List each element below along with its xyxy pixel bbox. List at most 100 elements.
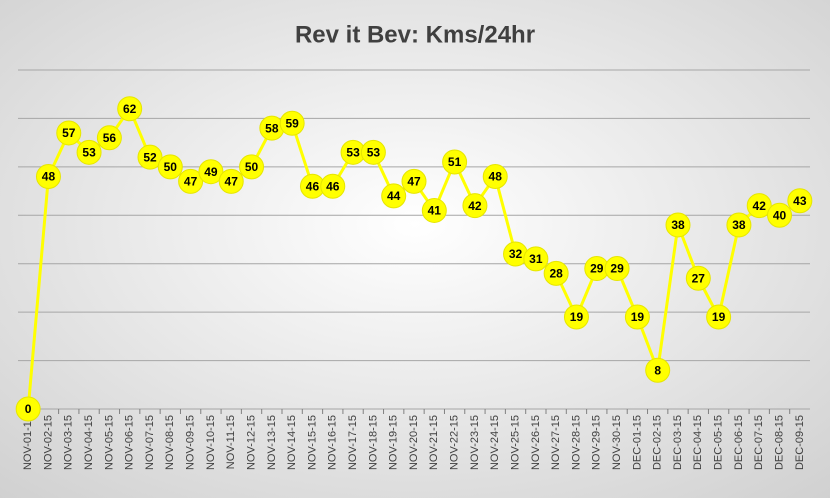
marker xyxy=(563,304,589,330)
data-label: 51 xyxy=(448,155,462,169)
x-tick-label: NOV-08-15 xyxy=(164,415,176,470)
data-label: 46 xyxy=(306,179,320,193)
marker xyxy=(137,144,163,170)
marker xyxy=(482,164,508,190)
marker xyxy=(665,212,691,238)
marker xyxy=(157,154,183,180)
x-tick-label: NOV-30-15 xyxy=(611,415,623,470)
x-tick-label: NOV-26-15 xyxy=(530,415,542,470)
x-tick-label: NOV-28-15 xyxy=(570,415,582,470)
data-label: 28 xyxy=(549,267,563,281)
marker xyxy=(706,304,732,330)
marker xyxy=(218,168,244,194)
marker xyxy=(462,193,488,219)
x-tick-label: NOV-21-15 xyxy=(428,415,440,470)
x-tick-label: NOV-19-15 xyxy=(388,415,400,470)
marker xyxy=(35,164,61,190)
data-label: 44 xyxy=(387,189,401,203)
data-label: 38 xyxy=(732,218,746,232)
data-label: 29 xyxy=(590,262,604,276)
marker xyxy=(421,197,447,223)
x-tick-label: NOV-02-15 xyxy=(42,415,54,470)
x-tick-label: DEC-03-15 xyxy=(672,415,684,470)
marker xyxy=(645,357,671,383)
x-tick-label: DEC-04-15 xyxy=(692,415,704,470)
x-tick-label: NOV-27-15 xyxy=(550,415,562,470)
marker xyxy=(726,212,752,238)
x-tick-label: NOV-13-15 xyxy=(266,415,278,470)
x-tick-label: NOV-11-15 xyxy=(225,415,237,469)
data-label: 27 xyxy=(692,271,706,285)
x-tick-label: NOV-17-15 xyxy=(347,415,359,470)
data-label: 19 xyxy=(631,310,645,324)
marker xyxy=(381,183,407,209)
x-tick-label: DEC-05-15 xyxy=(713,415,725,470)
marker xyxy=(56,120,82,146)
marker xyxy=(685,265,711,291)
marker xyxy=(787,188,813,214)
x-tick-label: NOV-25-15 xyxy=(509,415,521,470)
data-label: 47 xyxy=(184,175,198,189)
x-tick-label: DEC-08-15 xyxy=(773,415,785,470)
data-label: 53 xyxy=(82,146,96,160)
x-tick-label: NOV-22-15 xyxy=(449,415,461,470)
chart-title: Rev it Bev: Kms/24hr xyxy=(295,21,535,48)
data-label: 42 xyxy=(753,199,767,213)
x-tick-label: NOV-23-15 xyxy=(469,415,481,470)
data-label: 31 xyxy=(529,252,543,266)
x-tick-label: NOV-10-15 xyxy=(205,415,217,470)
data-label: 52 xyxy=(143,150,157,164)
x-tick-label: NOV-14-15 xyxy=(286,415,298,470)
data-label: 46 xyxy=(326,179,340,193)
marker xyxy=(76,139,102,165)
data-label: 41 xyxy=(428,204,442,218)
x-tick-label: NOV-05-15 xyxy=(103,415,115,470)
data-label: 47 xyxy=(225,175,239,189)
marker xyxy=(178,168,204,194)
data-label: 62 xyxy=(123,102,137,116)
marker xyxy=(767,202,793,228)
data-label: 50 xyxy=(164,160,178,174)
x-tick-label: NOV-07-15 xyxy=(144,415,156,470)
marker xyxy=(117,96,143,122)
x-tick-label: NOV-09-15 xyxy=(185,415,197,470)
x-tick-label: NOV-24-15 xyxy=(489,415,501,470)
marker xyxy=(320,173,346,199)
data-label: 47 xyxy=(407,175,421,189)
x-tick-label: NOV-04-15 xyxy=(83,415,95,470)
marker xyxy=(96,125,122,151)
x-tick-label: DEC-06-15 xyxy=(733,415,745,470)
x-tick-label: NOV-18-15 xyxy=(367,415,379,470)
data-label: 59 xyxy=(285,116,299,130)
data-label: 19 xyxy=(712,310,726,324)
marker xyxy=(746,193,772,219)
data-label: 40 xyxy=(773,208,787,222)
marker xyxy=(604,256,630,282)
marker xyxy=(15,396,41,422)
marker xyxy=(624,304,650,330)
x-tick-label: NOV-15-15 xyxy=(306,415,318,470)
data-label: 38 xyxy=(671,218,685,232)
x-tick-label: NOV-29-15 xyxy=(591,415,603,470)
data-label: 50 xyxy=(245,160,259,174)
data-label: 53 xyxy=(346,146,360,160)
data-label: 19 xyxy=(570,310,584,324)
marker xyxy=(239,154,265,180)
marker xyxy=(279,110,305,136)
data-label: 29 xyxy=(610,262,624,276)
data-label: 43 xyxy=(793,194,807,208)
data-label: 0 xyxy=(25,402,32,416)
data-label: 48 xyxy=(42,170,56,184)
data-label: 49 xyxy=(204,165,218,179)
data-label: 57 xyxy=(62,126,76,140)
data-label: 42 xyxy=(468,199,482,213)
marker xyxy=(401,168,427,194)
x-tick-label: DEC-02-15 xyxy=(652,415,664,470)
x-tick-label: NOV-06-15 xyxy=(124,415,136,470)
x-tick-label: NOV-12-15 xyxy=(245,415,257,470)
x-tick-label: NOV-03-15 xyxy=(63,415,75,470)
x-tick-label: NOV-01-15 xyxy=(22,415,34,470)
x-tick-label: DEC-07-15 xyxy=(753,415,765,470)
